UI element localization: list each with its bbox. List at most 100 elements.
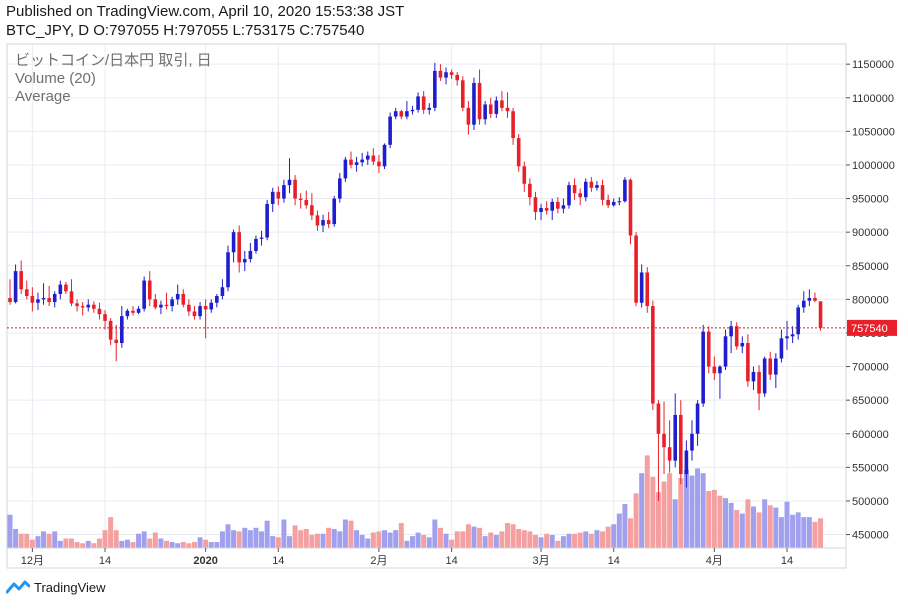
candle-body: [539, 207, 543, 212]
volume-bar: [437, 527, 443, 548]
candle-body: [522, 166, 527, 184]
last-price-badge-label: 757540: [851, 323, 888, 335]
volume-bar: [152, 532, 158, 548]
candle-body: [768, 358, 773, 375]
candle-body: [159, 304, 163, 308]
candle-body: [589, 181, 594, 188]
candle-body: [125, 310, 130, 317]
candle-body: [19, 271, 23, 290]
candle-body: [187, 304, 191, 312]
candle-body: [276, 191, 281, 199]
candle-body: [723, 336, 728, 367]
candle-body: [147, 280, 152, 300]
candle-body: [455, 74, 459, 81]
candle-body: [695, 403, 700, 434]
y-tick-label: 700000: [852, 362, 889, 374]
volume-bar: [488, 532, 494, 548]
candle-body: [729, 326, 733, 337]
candle-body: [282, 185, 286, 199]
volume-bar: [627, 518, 633, 548]
x-tick-label: 14: [99, 555, 111, 567]
volume-bar: [287, 536, 292, 548]
candle-body: [114, 339, 119, 344]
volume-bar: [555, 540, 561, 548]
time-axis[interactable]: 12月 14 2020 14 2月 14 3月 14 4月 14: [7, 547, 846, 567]
volume-bar: [756, 512, 762, 548]
volume-bar: [404, 540, 410, 548]
volume-bar: [186, 543, 192, 548]
candle-body: [220, 287, 225, 296]
candle-body: [265, 203, 269, 238]
volume-bar: [421, 534, 427, 548]
volume-bar: [337, 531, 343, 548]
candle-body: [164, 304, 169, 307]
candle-body: [181, 293, 186, 305]
candle-body: [30, 296, 35, 303]
candle-body: [405, 111, 409, 117]
candle-body: [365, 155, 370, 160]
volume-bar: [52, 531, 58, 548]
candle-body: [170, 299, 174, 307]
candle-body: [203, 306, 208, 310]
volume-bar: [370, 532, 376, 548]
volume-bar: [661, 481, 667, 548]
x-tick-label: 14: [272, 555, 284, 567]
candle-body: [399, 111, 404, 117]
volume-bar: [264, 520, 270, 548]
candle-body: [460, 80, 465, 108]
candle-body: [310, 205, 314, 216]
published-line: Published on TradingView.com, April 10, …: [6, 3, 405, 20]
volume-bar: [700, 473, 706, 548]
volume-bar: [113, 530, 119, 548]
candle-body: [645, 272, 650, 307]
candle-body: [242, 259, 247, 263]
volume-bar: [560, 536, 566, 548]
candle-body: [360, 159, 364, 163]
volume-bar: [762, 499, 768, 548]
candle-body: [226, 252, 230, 288]
candle-body: [36, 299, 40, 303]
volume-bar: [790, 514, 796, 548]
volume-bar: [29, 539, 35, 548]
candle-body: [595, 185, 599, 188]
volume-bar: [454, 531, 460, 548]
candle-body: [701, 331, 705, 404]
candle-body: [662, 433, 666, 448]
candle-body: [578, 193, 582, 198]
legend: ビットコイン/日本円 取引, 日 Volume (20) Average: [15, 52, 212, 106]
candle-body: [349, 159, 353, 165]
volume-bar: [460, 531, 466, 548]
footer-brand: TradingView: [34, 579, 106, 595]
candle-body: [287, 179, 292, 186]
volume-bar: [806, 517, 812, 548]
candle-body: [796, 307, 800, 335]
candle-body: [41, 298, 46, 300]
volume-bar: [465, 524, 471, 548]
volume-bar: [778, 517, 784, 548]
volume-bar: [728, 502, 734, 548]
volume-bar: [242, 527, 248, 548]
y-tick-label: 1050000: [852, 126, 895, 138]
candle-body: [690, 433, 694, 451]
volume-bar: [471, 526, 477, 548]
candle-body: [377, 161, 381, 167]
candle-body: [762, 358, 767, 394]
x-tick-label: 4月: [706, 555, 723, 567]
price-axis[interactable]: 4500005000005500006000006500007000007500…: [846, 59, 895, 542]
volume-bar: [706, 491, 712, 548]
y-tick-label: 600000: [852, 429, 889, 441]
volume-bar: [236, 531, 242, 548]
ohlc-line: BTC_JPY, D O:797055 H:797055 L:753175 C:…: [6, 22, 365, 39]
volume-bar: [622, 504, 628, 548]
y-tick-label: 1150000: [852, 59, 894, 71]
candle-body: [444, 72, 448, 78]
volume-bar: [158, 538, 164, 548]
volume-bar: [750, 506, 756, 548]
candle-body: [80, 306, 85, 308]
volume-bar: [572, 533, 578, 548]
last-price-badge-bg: [847, 319, 897, 336]
volume-bar: [516, 529, 522, 548]
volume-bar: [767, 505, 773, 548]
